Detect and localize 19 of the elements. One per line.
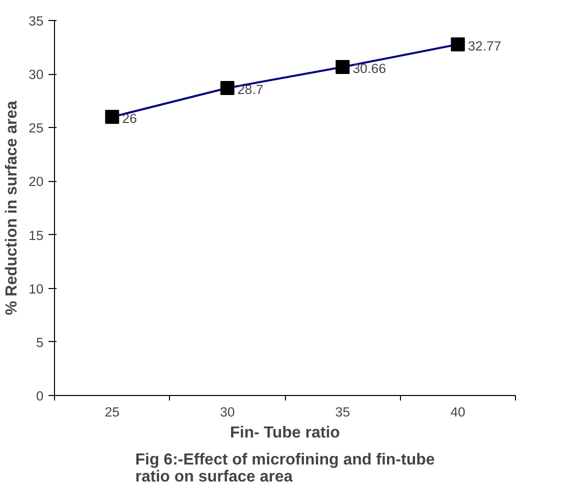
y-tick-label: 0 <box>36 388 44 404</box>
y-tick-label: 15 <box>28 228 44 243</box>
x-tick-label: 25 <box>104 404 120 420</box>
y-tick-label: 30 <box>28 67 44 82</box>
text: Fig 6:-Effect of microfining and fin-tube ratio on surface area <box>135 452 435 486</box>
y-tick-label: 35 <box>28 14 44 28</box>
y-axis-title: % Reduction in surface area <box>4 100 21 316</box>
data-label: 32.77 <box>468 38 502 54</box>
data-label: 26 <box>122 110 137 126</box>
y-tick-label: 25 <box>28 120 44 136</box>
y-tick-label: 20 <box>28 174 44 190</box>
y-tick-label: 5 <box>36 334 44 350</box>
data-label: 30.66 <box>352 61 386 76</box>
x-tick-label: 40 <box>450 404 466 420</box>
x-tick-label: 35 <box>335 404 350 420</box>
y-tick-label: 10 <box>28 281 44 296</box>
x-axis-title: Fin- Tube ratio <box>230 424 340 442</box>
data-label: 28.7 <box>237 82 264 97</box>
x-tick-label: 30 <box>220 404 235 420</box>
